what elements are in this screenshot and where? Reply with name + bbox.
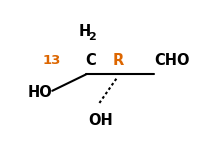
- Text: CHO: CHO: [154, 53, 189, 67]
- Text: R: R: [112, 53, 123, 67]
- Text: C: C: [85, 53, 95, 67]
- Text: 2: 2: [88, 32, 96, 42]
- Text: H: H: [79, 24, 91, 39]
- Text: OH: OH: [88, 113, 112, 128]
- Text: HO: HO: [28, 86, 52, 100]
- Text: 13: 13: [42, 54, 60, 66]
